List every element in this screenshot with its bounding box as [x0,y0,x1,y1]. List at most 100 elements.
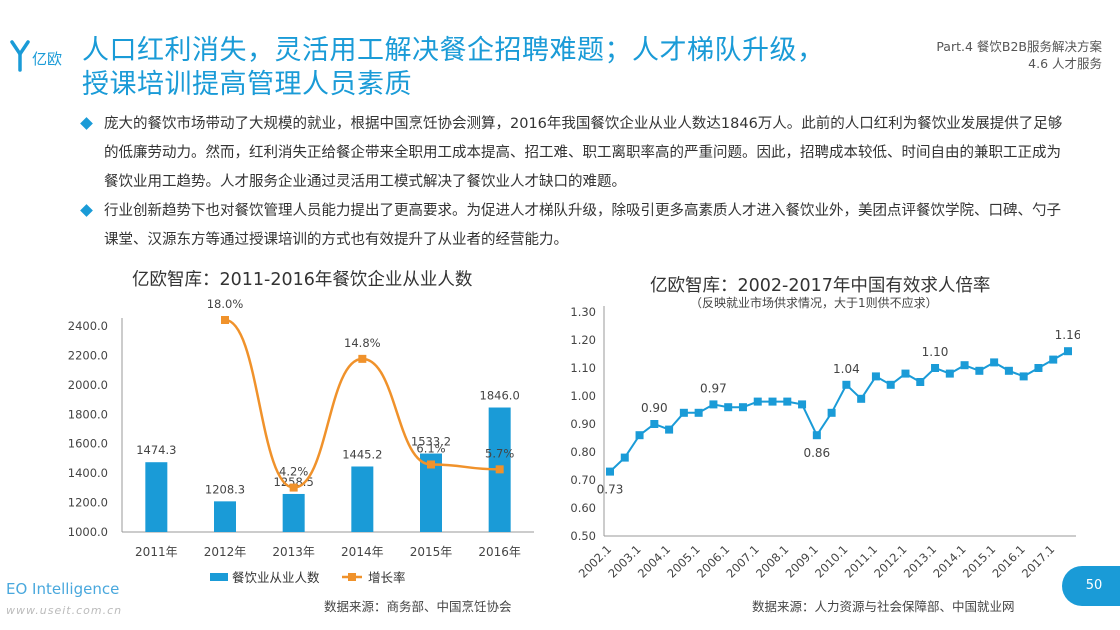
growth-label: 4.2% [279,465,308,479]
ratio-point-label: 1.16 [1055,328,1080,342]
ratio-point [1049,355,1058,364]
ratio-point [990,358,999,367]
y-tick-label: 1.00 [570,389,596,403]
chart1-source: 数据来源：商务部、中国烹饪协会 [324,599,512,614]
ratio-point [827,408,836,417]
bar-value-label: 1533.2 [411,435,451,449]
bar-value-label: 1445.2 [342,447,382,461]
growth-point [289,483,298,492]
bar [420,453,442,532]
y-tick-label: 1.20 [570,333,596,347]
y-tick-label: 0.60 [570,501,596,515]
ratio-point-label: 0.97 [700,381,727,395]
growth-point [495,465,504,474]
x-tick-label: 2017.1 [1019,542,1057,580]
growth-point [221,316,229,324]
bar-value-label: 1258.5 [274,475,314,489]
job-ratio-line-chart: 0.50 0.60 0.70 0.80 0.90 1.00 1.10 1.20 1.30 0.73… [570,305,1080,581]
ratio-point [931,364,940,372]
bar [282,493,305,532]
page-title: 人口红利消失，灵活用工解决餐企招聘难题；人才梯队升级， 授课培训提高管理人员素质 [82,34,862,102]
ratio-point-label: 0.73 [597,483,624,497]
ratio-point [665,425,674,434]
ratio-point [606,467,614,476]
x-tick-label: 2011年 [135,545,178,559]
bullet-item: 行业创新趋势下也对餐饮管理人员能力提出了更高要求。为促进人才梯队升级，除吸引更多… [80,197,1072,255]
ratio-point [753,397,762,406]
employment-bar-chart: 1000.0 1200.0 1400.0 1600.0 1800.0 2000.0 2200… [68,297,534,585]
ratio-point [945,369,954,378]
ratio-point [1064,347,1072,356]
chart1-title: 亿欧智库：2011-2016年餐饮企业从业人数 [132,270,473,290]
y-tick-label: 0.80 [570,445,596,459]
ratio-point [975,366,984,375]
ratio-point [871,372,880,381]
chart2-source: 数据来源：人力资源与社会保障部、中国就业网 [752,599,1015,614]
ratio-point [738,403,747,412]
bullet-item: 庞大的餐饮市场带动了大规模的就业，根据中国烹饪协会测算，2016年我国餐饮企业从… [80,110,1072,197]
legend-bar-label: 餐饮业从业人数 [232,570,320,585]
growth-label: 18.0% [207,297,244,311]
y-tick-label: 1000.0 [68,525,108,539]
part-label: Part.4 餐饮B2B服务解决方案 [936,39,1102,54]
section-label: Part.4 餐饮B2B服务解决方案 4.6 人才服务 [936,38,1102,72]
y-tick-label: 1800.0 [68,407,108,421]
ratio-point [650,420,659,428]
ratio-point [960,361,969,370]
legend-bar-swatch [210,573,228,581]
ratio-point [1019,372,1028,381]
ratio-point [694,408,703,417]
y-tick-label: 2400.0 [68,319,108,333]
y-tick-label: 0.90 [570,417,596,431]
eo-intelligence-brand: EO Intelligence [6,580,120,598]
bullet-list: 庞大的餐饮市场带动了大规模的就业，根据中国烹饪协会测算，2016年我国餐饮企业从… [80,110,1072,255]
title-line-1: 人口红利消失，灵活用工解决餐企招聘难题；人才梯队升级， [82,35,825,66]
ratio-point [886,380,895,389]
ratio-point [1034,364,1043,372]
y-tick-label: 1.10 [570,361,596,375]
chart2-title: 亿欧智库：2002-2017年中国有效求人倍率 [650,276,991,296]
bar [351,466,374,532]
ratio-point-label: 0.90 [641,401,668,415]
ratio-point [768,397,777,406]
bar-value-label: 1474.3 [136,443,176,457]
ratio-point [842,380,851,389]
title-line-2: 授课培训提高管理人员素质 [82,69,412,100]
growth-point [358,354,367,363]
ratio-point [901,369,910,378]
subsection-label: 4.6 人才服务 [1028,56,1102,71]
chart2-subtitle: （反映就业市场供求情况，大于1则供不应求） [690,296,938,310]
growth-label: 14.8% [344,336,381,350]
ratio-point [1004,366,1013,375]
ratio-point [916,378,925,386]
ratio-point-label: 0.86 [803,446,830,460]
ratio-point-label: 1.04 [833,362,860,376]
page-number: 50 [1062,566,1120,606]
ratio-point [857,394,866,403]
bullet-text: 行业创新趋势下也对餐饮管理人员能力提出了更高要求。为促进人才梯队升级，除吸引更多… [104,203,1061,248]
ratio-point [798,400,807,409]
watermark: www.useit.com.cn [6,604,123,617]
yiou-logo: 亿欧 [8,36,74,74]
x-tick-label: 2013年 [272,545,315,559]
x-tick-label: 2012年 [204,545,247,559]
logo-icon: 亿欧 [10,40,62,72]
y-tick-label: 0.70 [570,473,596,487]
y-tick-label: 1400.0 [68,466,108,480]
y-tick-label: 2000.0 [68,378,108,392]
y-tick-label: 0.50 [570,529,596,543]
x-tick-label: 2014年 [341,545,384,559]
y-tick-label: 1600.0 [68,437,108,451]
y-tick-label: 1200.0 [68,496,108,510]
bar [145,462,168,532]
bullet-text: 庞大的餐饮市场带动了大规模的就业，根据中国烹饪协会测算，2016年我国餐饮企业从… [104,116,1063,190]
growth-label: 5.7% [485,446,514,460]
diamond-bullet-icon [80,204,93,217]
diamond-bullet-icon [80,117,93,130]
ratio-point [709,400,718,409]
logo-text: 亿欧 [32,50,62,68]
ratio-point [679,408,688,417]
legend-line-label: 增长率 [368,570,406,585]
growth-point [427,460,435,469]
legend-line-marker [348,573,356,581]
